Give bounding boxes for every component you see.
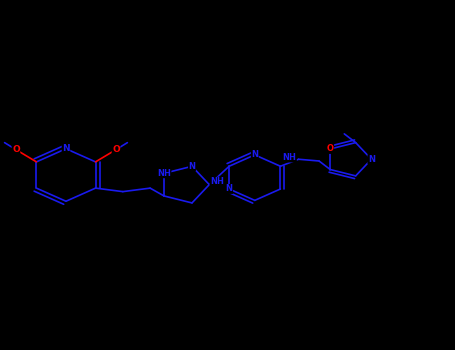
Text: O: O — [12, 145, 20, 154]
Text: NH: NH — [210, 177, 224, 186]
Text: N: N — [251, 150, 258, 159]
Text: O: O — [327, 145, 334, 153]
Text: NH: NH — [157, 169, 171, 178]
Text: N: N — [368, 155, 375, 164]
Text: N: N — [188, 162, 196, 171]
Text: O: O — [112, 145, 120, 154]
Text: NH: NH — [283, 153, 296, 162]
Text: N: N — [62, 144, 70, 153]
Text: N: N — [226, 184, 233, 194]
